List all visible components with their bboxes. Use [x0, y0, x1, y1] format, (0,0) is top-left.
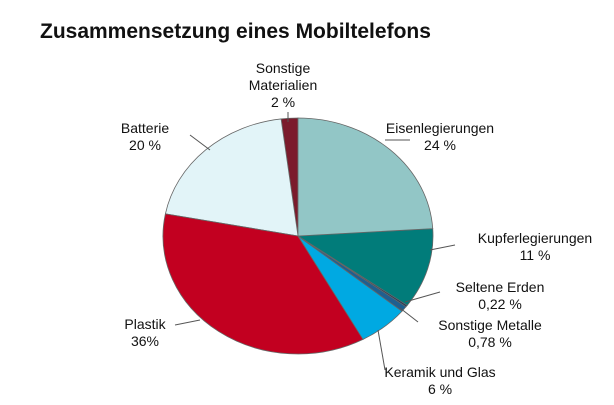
slice-label: Eisenlegierungen 24 %	[385, 120, 495, 154]
pie-slice	[296, 228, 434, 306]
value-label: 20 %	[129, 137, 161, 153]
slice-label: Batterie 20 %	[105, 120, 185, 154]
value-label: 0,22 %	[478, 296, 522, 312]
category-name: Eisenlegierungen	[385, 120, 495, 136]
leader-line	[377, 329, 386, 371]
category-name: Sonstige Metalle	[438, 317, 542, 333]
value-label: 2 %	[270, 94, 296, 110]
value-label: 6 %	[427, 381, 453, 397]
slice-label: Plastik 36%	[105, 316, 185, 350]
category-name: Plastik	[124, 316, 166, 332]
slice-label: Seltene Erden 0,22 %	[440, 279, 560, 313]
slice-label: Sonstige Metalle 0,78 %	[420, 317, 560, 351]
category-name: Seltene Erden	[455, 279, 545, 295]
value-label: 36%	[130, 333, 160, 349]
leader-lines	[174, 112, 456, 371]
pie-slice	[297, 117, 434, 237]
chart-title: Zusammensetzung eines Mobiltelefons	[40, 20, 431, 43]
slice-label: Sonstige Materialien 2 %	[238, 60, 328, 111]
leader-line	[429, 244, 456, 251]
slice-label: Kupferlegierungen 11 %	[450, 230, 614, 264]
pie-slice	[162, 213, 364, 355]
slice-label: Keramik und Glas 6 %	[370, 364, 510, 398]
category-name: Kupferlegierungen	[477, 230, 593, 246]
leader-line	[399, 307, 419, 323]
category-name: Keramik und Glas	[384, 364, 496, 380]
pie-slice	[164, 118, 299, 237]
category-name: Batterie	[120, 120, 170, 136]
value-label: 11 %	[519, 247, 551, 263]
leader-line	[174, 319, 201, 326]
leader-line	[189, 134, 211, 151]
value-label: 0,78 %	[468, 334, 512, 350]
category-name: Sonstige Materialien	[248, 60, 318, 93]
value-label: 24 %	[424, 137, 456, 153]
leader-line	[404, 291, 441, 303]
